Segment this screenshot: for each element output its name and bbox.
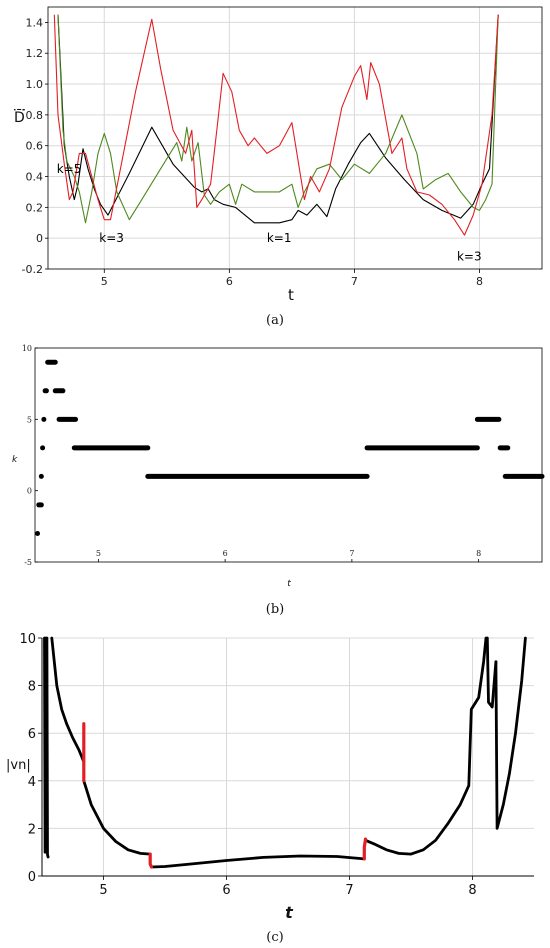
chart-a-series-green	[57, 14, 499, 224]
chart-a-frame	[47, 6, 543, 270]
chart-c-vn-curve	[82, 779, 152, 856]
chart-b-y-tick-label: -5	[24, 558, 32, 567]
chart-a-x-ticks: 5 6 7 8	[101, 269, 483, 288]
chart-b-x-tick-label: 5	[96, 549, 101, 558]
chart-c-vn-curve	[494, 636, 527, 830]
chart-b-x-tick-label: 7	[349, 549, 354, 558]
chart-a-y-tick-label: 0.4	[26, 171, 44, 184]
chart-c-y-tick-label: 8	[28, 680, 36, 695]
chart-c-y-tick-label: 0	[28, 870, 36, 885]
chart-a-plot-area	[53, 14, 499, 236]
chart-b: 5 6 7 8 -5 0 5 10 k t (b)	[12, 344, 545, 617]
chart-a-ylabel: D̄	[14, 108, 25, 126]
chart-c-x-tick-label: 5	[99, 883, 107, 898]
chart-b-plot-area	[35, 359, 545, 536]
chart-a-x-tick-label: 5	[101, 275, 108, 288]
chart-a-x-tick-label: 7	[351, 275, 358, 288]
chart-a-y-tick-label: 1.0	[26, 78, 44, 91]
chart-a-annotation: k=3	[99, 231, 124, 245]
chart-c-jump-segment	[148, 852, 154, 869]
chart-b-y-tick-label: 0	[27, 487, 32, 496]
chart-b-xlabel: t	[287, 579, 291, 589]
chart-b-ylabel: k	[12, 455, 18, 465]
chart-b-x-ticks: 5 6 7 8	[96, 549, 481, 562]
chart-a-y-tick-label: -0.2	[22, 263, 43, 276]
chart-a-y-tick-label: 0.2	[26, 201, 44, 214]
chart-c-x-tick-label: 8	[468, 883, 476, 898]
chart-a-x-tick-label: 8	[476, 275, 483, 288]
chart-a-series-red	[53, 14, 499, 236]
chart-a-y-tick-label: 1.4	[26, 16, 44, 29]
chart-c-y-tick-label: 2	[28, 822, 36, 837]
chart-a-y-tick-label: 0	[36, 232, 43, 245]
chart-a-annotation: k=3	[457, 250, 482, 264]
chart-b-y-tick-label: 5	[27, 415, 32, 424]
chart-a-annotation: k=5	[57, 162, 82, 176]
chart-a-y-tick-label: 1.2	[26, 47, 44, 60]
chart-a-series-black	[57, 14, 499, 224]
chart-c-vn-curve	[150, 854, 366, 869]
chart-a-xlabel: t	[288, 286, 294, 304]
chart-b-y-ticks: -5 0 5 10	[22, 344, 38, 567]
chart-c-xlabel: t	[285, 903, 294, 922]
chart-b-x-tick-label: 8	[476, 549, 481, 558]
chart-a-y-tick-label: 0.6	[26, 140, 44, 153]
chart-a-annotations: k=5 k=3 k=1 k=3	[57, 162, 482, 264]
chart-b-caption: (b)	[266, 602, 284, 617]
chart-b-frame	[34, 347, 543, 563]
chart-c-plot-area	[43, 636, 527, 869]
chart-c-vn-curve	[364, 636, 488, 856]
chart-c-x-ticks: 5 6 7 8	[99, 876, 477, 898]
chart-c-y-tick-label: 10	[19, 632, 36, 647]
chart-a-x-tick-label: 6	[226, 275, 233, 288]
chart-b-y-tick-label: 10	[22, 344, 32, 353]
chart-a-annotation: k=1	[267, 231, 292, 245]
chart-c-vn-curve	[43, 636, 50, 859]
chart-c-caption: (c)	[266, 930, 283, 945]
chart-c-x-tick-label: 6	[222, 883, 230, 898]
chart-c: 5 6 7 8 0 2 4 6 8 10 |vn| t (c)	[6, 632, 534, 945]
chart-b-x-tick-label: 6	[223, 549, 228, 558]
chart-c-vn-curve	[485, 636, 498, 709]
chart-c-grid	[41, 637, 534, 877]
chart-c-y-tick-label: 4	[28, 775, 36, 790]
chart-c-vn-curve	[50, 636, 86, 764]
chart-c-jump-segment	[362, 837, 368, 861]
chart-c-y-ticks: 0 2 4 6 8 10	[19, 632, 42, 885]
chart-a-y-tick-label: 0.8	[26, 109, 44, 122]
chart-a-caption: (a)	[266, 313, 284, 328]
chart-a-grid	[48, 7, 542, 270]
chart-c-ylabel: |vn|	[6, 758, 31, 773]
chart-a-y-ticks: -0.2 0 0.2 0.4 0.6 0.8 1.0 1.2 1.4	[22, 16, 48, 276]
chart-c-y-tick-label: 6	[28, 727, 36, 742]
chart-c-x-tick-label: 7	[345, 883, 353, 898]
